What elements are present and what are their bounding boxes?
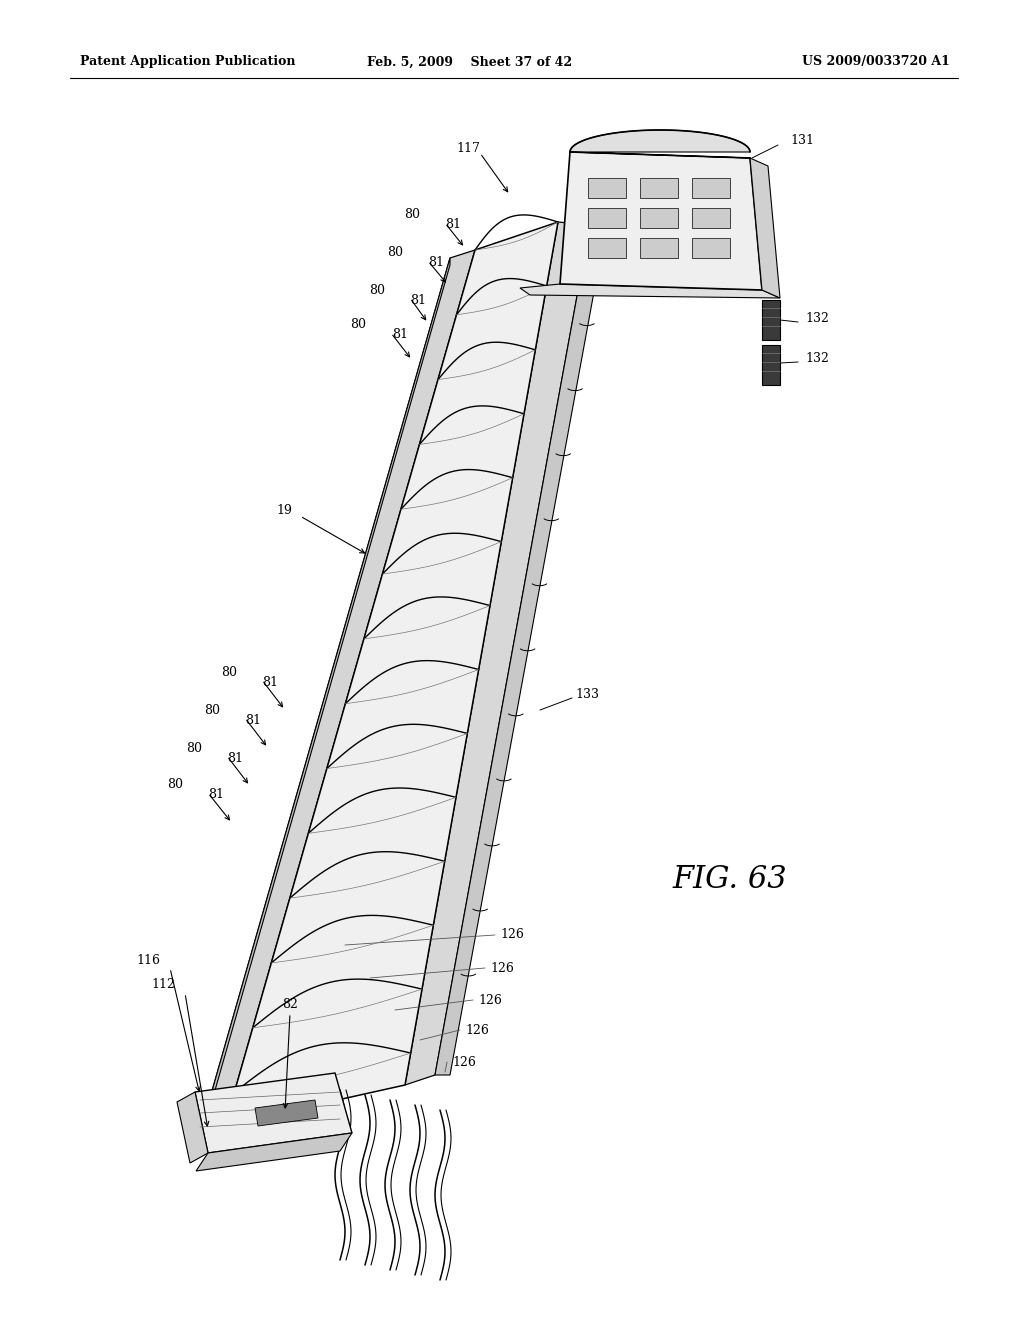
Text: 81: 81 xyxy=(262,676,278,689)
Text: 80: 80 xyxy=(221,665,237,678)
Text: 133: 133 xyxy=(575,689,599,701)
Polygon shape xyxy=(692,238,730,257)
Text: 80: 80 xyxy=(186,742,202,755)
Polygon shape xyxy=(762,300,780,341)
Polygon shape xyxy=(195,1073,352,1152)
Text: 19: 19 xyxy=(276,503,292,516)
Polygon shape xyxy=(692,178,730,198)
Text: 81: 81 xyxy=(245,714,261,726)
Text: 82: 82 xyxy=(282,998,298,1011)
Text: 126: 126 xyxy=(490,961,514,974)
Text: 126: 126 xyxy=(478,994,502,1006)
Polygon shape xyxy=(520,284,780,298)
Text: 112: 112 xyxy=(152,978,175,991)
Polygon shape xyxy=(406,222,590,1085)
Text: 81: 81 xyxy=(227,751,243,764)
Polygon shape xyxy=(640,178,678,198)
Text: 126: 126 xyxy=(465,1023,488,1036)
Text: 80: 80 xyxy=(369,284,385,297)
Text: 81: 81 xyxy=(445,219,461,231)
Polygon shape xyxy=(640,238,678,257)
Text: US 2009/0033720 A1: US 2009/0033720 A1 xyxy=(802,55,950,69)
Text: 81: 81 xyxy=(392,329,408,342)
Text: 81: 81 xyxy=(208,788,224,801)
Text: 80: 80 xyxy=(350,318,366,331)
Polygon shape xyxy=(200,249,475,1133)
Text: Patent Application Publication: Patent Application Publication xyxy=(80,55,296,69)
Text: 81: 81 xyxy=(428,256,444,268)
Polygon shape xyxy=(588,209,626,228)
Text: 116: 116 xyxy=(136,953,160,966)
Polygon shape xyxy=(588,178,626,198)
Polygon shape xyxy=(762,345,780,385)
Text: 80: 80 xyxy=(387,247,403,260)
Polygon shape xyxy=(692,209,730,228)
Polygon shape xyxy=(588,238,626,257)
Text: 80: 80 xyxy=(204,704,220,717)
Text: 80: 80 xyxy=(167,779,183,792)
Text: 81: 81 xyxy=(410,293,426,306)
Text: Feb. 5, 2009    Sheet 37 of 42: Feb. 5, 2009 Sheet 37 of 42 xyxy=(368,55,572,69)
Text: 131: 131 xyxy=(790,133,814,147)
Text: 126: 126 xyxy=(452,1056,476,1068)
Polygon shape xyxy=(640,209,678,228)
Polygon shape xyxy=(560,152,762,290)
Polygon shape xyxy=(196,1133,352,1171)
Text: 132: 132 xyxy=(805,351,828,364)
Polygon shape xyxy=(225,222,558,1125)
Text: 117: 117 xyxy=(456,141,480,154)
Polygon shape xyxy=(570,129,750,158)
Text: 126: 126 xyxy=(500,928,524,941)
Polygon shape xyxy=(200,257,450,1143)
Polygon shape xyxy=(255,1100,318,1126)
Polygon shape xyxy=(750,158,780,298)
Polygon shape xyxy=(435,224,605,1074)
Text: 80: 80 xyxy=(404,209,420,222)
Polygon shape xyxy=(177,1092,208,1163)
Text: FIG. 63: FIG. 63 xyxy=(673,865,787,895)
Text: 132: 132 xyxy=(805,312,828,325)
